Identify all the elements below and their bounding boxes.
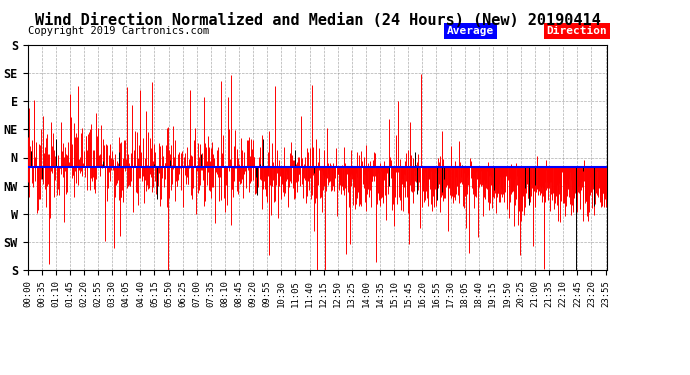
Text: Copyright 2019 Cartronics.com: Copyright 2019 Cartronics.com <box>28 26 209 36</box>
Text: Average: Average <box>447 26 494 36</box>
Text: Wind Direction Normalized and Median (24 Hours) (New) 20190414: Wind Direction Normalized and Median (24… <box>34 13 600 28</box>
Text: Direction: Direction <box>546 26 607 36</box>
